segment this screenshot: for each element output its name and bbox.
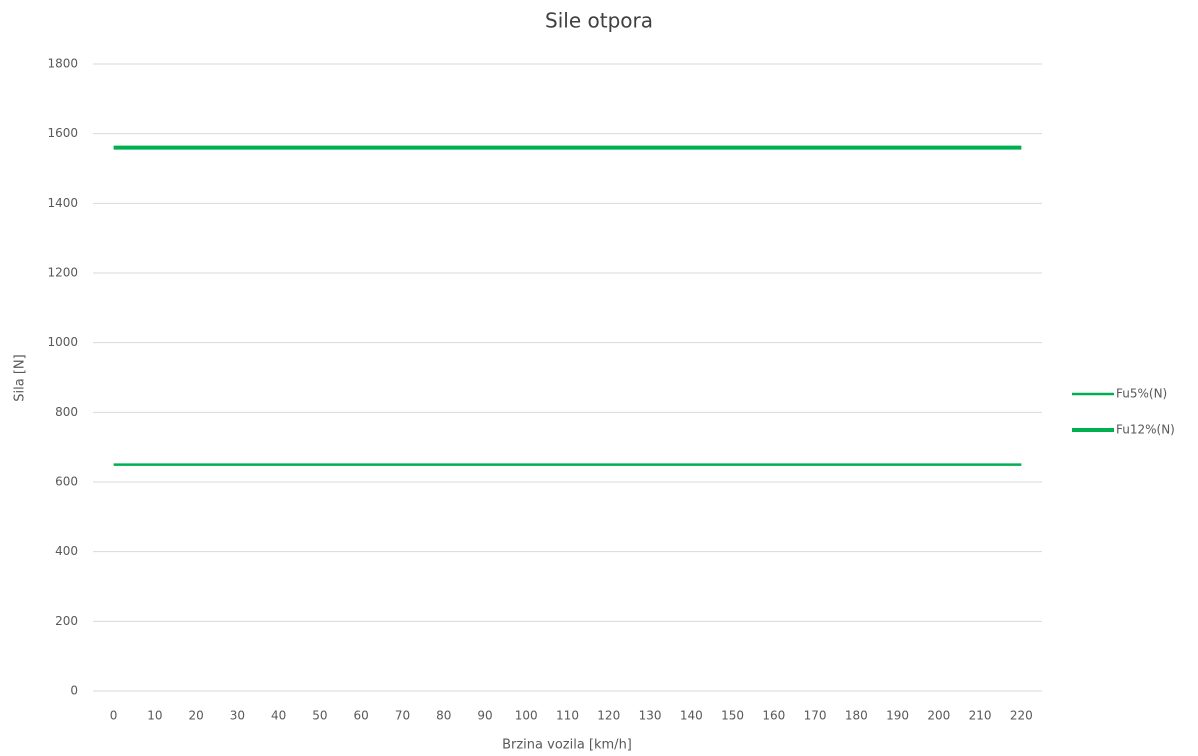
x-tick-label: 220: [1010, 709, 1033, 723]
y-tick-label: 1200: [47, 266, 78, 280]
x-tick-label: 80: [436, 709, 451, 723]
x-tick-label: 90: [477, 709, 492, 723]
legend-label: Fu5%(N): [1116, 387, 1167, 401]
x-tick-label: 120: [597, 709, 620, 723]
x-tick-label: 100: [515, 709, 538, 723]
x-tick-label: 130: [639, 709, 662, 723]
x-tick-label: 150: [721, 709, 744, 723]
y-tick-label: 1400: [47, 196, 78, 210]
y-tick-label: 800: [55, 405, 78, 419]
x-tick-label: 60: [354, 709, 369, 723]
y-axis-title: Sila [N]: [13, 354, 28, 401]
x-tick-label: 200: [927, 709, 950, 723]
x-tick-label: 190: [886, 709, 909, 723]
x-tick-label: 50: [312, 709, 327, 723]
x-tick-label: 40: [271, 709, 286, 723]
x-tick-label: 160: [762, 709, 785, 723]
y-tick-label: 1800: [47, 57, 78, 71]
y-tick-label: 1000: [47, 335, 78, 349]
legend-label: Fu12%(N): [1116, 423, 1175, 437]
x-tick-label: 30: [230, 709, 245, 723]
chart-title: Sile otpora: [545, 9, 653, 33]
x-tick-label: 170: [804, 709, 827, 723]
y-tick-label: 200: [55, 614, 78, 628]
x-axis-title: Brzina vozila [km/h]: [502, 738, 632, 753]
y-tick-label: 1600: [47, 126, 78, 140]
x-tick-label: 110: [556, 709, 579, 723]
x-tick-label: 20: [189, 709, 204, 723]
x-tick-label: 10: [147, 709, 162, 723]
x-tick-label: 0: [110, 709, 118, 723]
y-tick-label: 600: [55, 475, 78, 489]
x-tick-label: 210: [969, 709, 992, 723]
x-tick-label: 140: [680, 709, 703, 723]
x-tick-label: 180: [845, 709, 868, 723]
y-tick-label: 0: [70, 684, 78, 698]
x-tick-label: 70: [395, 709, 410, 723]
y-tick-label: 400: [55, 544, 78, 558]
